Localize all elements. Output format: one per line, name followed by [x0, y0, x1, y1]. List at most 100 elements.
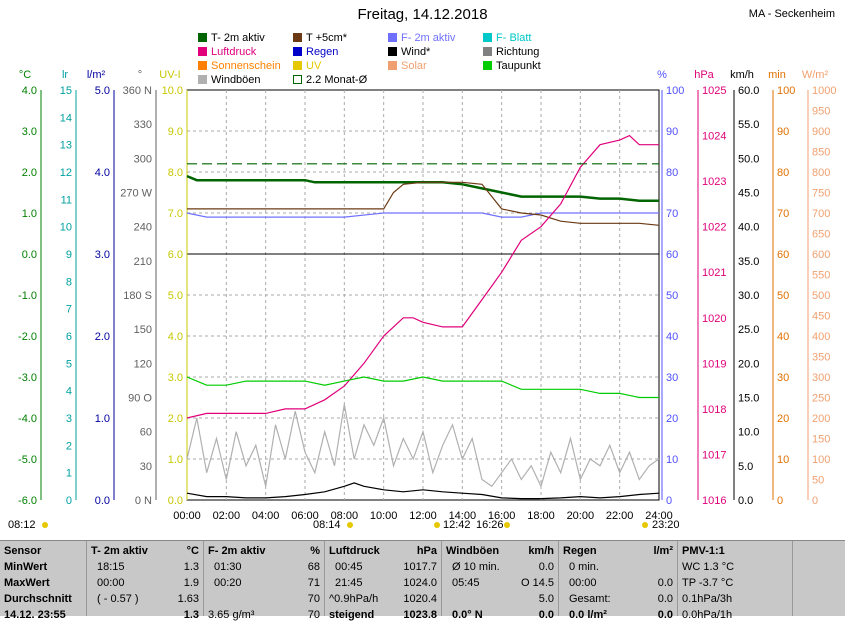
legend-label: Taupunkt	[496, 60, 541, 72]
axis-unit-temp: °C	[19, 69, 31, 81]
col-temp: T- 2m aktiv °C 18:15 1.3 00:00 1.9 ( - 0.57…	[87, 541, 204, 621]
axis-tick-hum: 60	[666, 249, 678, 261]
axis-tick-solar: 700	[812, 208, 830, 220]
legend-item-richtung: Richtung	[483, 46, 539, 58]
axis-tick-solar: 850	[812, 147, 830, 159]
axis-tick-wind: 0.0	[738, 495, 753, 507]
wind-current-value: 0.0	[538, 609, 554, 621]
row-max-label: MaxWert	[4, 577, 50, 589]
x-tick-label: 16:00	[488, 510, 516, 522]
press-unit: hPa	[416, 545, 437, 557]
legend-swatch	[293, 33, 302, 42]
col-rain: Regen l/m² 0 min. 00:00 0.0 Gesamt: 0.0 0.0…	[559, 541, 678, 621]
axis-tick-rain: 0.0	[95, 495, 110, 507]
axis-unit-solar: W/m²	[802, 69, 829, 81]
axis-tick-press: 1025	[702, 85, 726, 97]
legend-item-f-2m-aktiv: F- 2m aktiv	[388, 32, 455, 44]
axis-tick-temp: -5.0	[18, 454, 37, 466]
axis-tick-uv: 0.0	[168, 495, 183, 507]
axis-tick-wind: 35.0	[738, 256, 759, 268]
axis-unit-hum: %	[657, 69, 667, 81]
col-pressure: Luftdruck hPa 00:45 1017.7 21:45 1024.0 ^0.…	[325, 541, 442, 621]
axis-tick-press: 1023	[702, 176, 726, 188]
press-avg-value: 1020.4	[403, 593, 437, 605]
axis-tick-lr: 0	[66, 495, 72, 507]
axis-unit-press: hPa	[694, 69, 714, 81]
x-tick-label: 04:00	[252, 510, 280, 522]
sensor-header: Sensor	[4, 545, 42, 557]
axis-tick-temp: 4.0	[22, 85, 37, 97]
legend-item-regen: Regen	[293, 46, 338, 58]
axis-tick-wind: 10.0	[738, 427, 759, 439]
axis-unit-rain: l/m²	[87, 69, 106, 81]
hum-unit: %	[310, 545, 320, 557]
axis-tick-press: 1022	[702, 222, 726, 234]
hum-abs-note: 3.65 g/m³	[208, 609, 255, 621]
rain-rate-note: 0.0 l/m²	[569, 609, 607, 621]
axis-tick-min: 70	[777, 208, 789, 220]
axis-tick-min: 0	[777, 495, 783, 507]
axis-tick-lr: 1	[66, 468, 72, 480]
temp-max-time: 00:00	[97, 577, 125, 589]
col-wind: Windböen km/h Ø 10 min. 0.0 05:45 O 14.5 5.…	[442, 541, 559, 621]
hum-current-value: 70	[307, 609, 320, 621]
axis-tick-uv: 9.0	[168, 126, 183, 138]
temp-header: T- 2m aktiv	[91, 545, 148, 557]
legend-item-solar: Solar	[388, 60, 427, 72]
axis-tick-solar: 350	[812, 352, 830, 364]
legend-item-uv: UV	[293, 60, 321, 72]
press-max-time: 21:45	[335, 577, 363, 589]
row-avg-label: Durchschnitt	[4, 593, 72, 605]
axis-tick-dir: 150	[134, 324, 152, 336]
wind-mean-value: 5.0	[538, 593, 554, 605]
pmv-trend1h: 0.0hPa/1h	[682, 609, 733, 621]
press-max-value: 1024.0	[403, 577, 437, 589]
col-humidity: F- 2m aktiv% 01:30 68 00:20 71 70 3.65 g/m…	[204, 541, 325, 621]
axis-tick-temp: -6.0	[18, 495, 37, 507]
axis-tick-solar: 500	[812, 290, 830, 302]
legend-label: 2.2 Monat-Ø	[306, 74, 368, 86]
legend-label: F- Blatt	[496, 32, 532, 44]
legend-label: Solar	[401, 60, 427, 72]
axis-tick-uv: 8.0	[168, 167, 183, 179]
legend-item-taupunkt: Taupunkt	[483, 60, 541, 72]
axis-tick-hum: 80	[666, 167, 678, 179]
hum-min-time: 01:30	[214, 561, 242, 573]
axis-tick-temp: 3.0	[22, 126, 37, 138]
axis-tick-hum: 90	[666, 126, 678, 138]
axis-tick-uv: 10.0	[162, 85, 183, 97]
axis-tick-lr: 15	[60, 85, 72, 97]
axis-tick-wind: 40.0	[738, 222, 759, 234]
axis-tick-wind: 50.0	[738, 153, 759, 165]
series-luftdruck	[186, 134, 659, 419]
axis-tick-min: 90	[777, 126, 789, 138]
axis-tick-solar: 600	[812, 249, 830, 261]
axis-tick-min: 20	[777, 413, 789, 425]
axis-unit-uv: UV-I	[159, 69, 180, 81]
axis-tick-solar: 950	[812, 106, 830, 118]
axis-tick-press: 1020	[702, 313, 726, 325]
axis-tick-uv: 7.0	[168, 208, 183, 220]
series-t-5cm	[187, 181, 660, 226]
axis-tick-min: 40	[777, 331, 789, 343]
axis-tick-dir: 120	[134, 358, 152, 370]
axis-tick-min: 60	[777, 249, 789, 261]
chart-title: Freitag, 14.12.2018	[357, 6, 488, 23]
axis-tick-dir: 240	[134, 222, 152, 234]
axis-tick-hum: 50	[666, 290, 678, 302]
axis-tick-uv: 1.0	[168, 454, 183, 466]
axis-tick-press: 1019	[702, 358, 726, 370]
hum-avg-value: 70	[307, 593, 320, 605]
press-trend-note: ^0.9hPa/h	[329, 593, 379, 605]
axis-tick-lr: 12	[60, 167, 72, 179]
axis-tick-lr: 5	[66, 358, 72, 370]
noon-mid-time: 12:42	[443, 519, 471, 531]
axis-tick-temp: -3.0	[18, 372, 37, 384]
press-current-value: 1023.8	[403, 609, 437, 621]
x-tick-label: 18:00	[527, 510, 555, 522]
legend-swatch	[483, 61, 492, 70]
axis-tick-min: 30	[777, 372, 789, 384]
noon-left-time: 08:14	[313, 519, 341, 531]
legend-swatch	[388, 61, 397, 70]
temp-min-value: 1.3	[183, 561, 199, 573]
